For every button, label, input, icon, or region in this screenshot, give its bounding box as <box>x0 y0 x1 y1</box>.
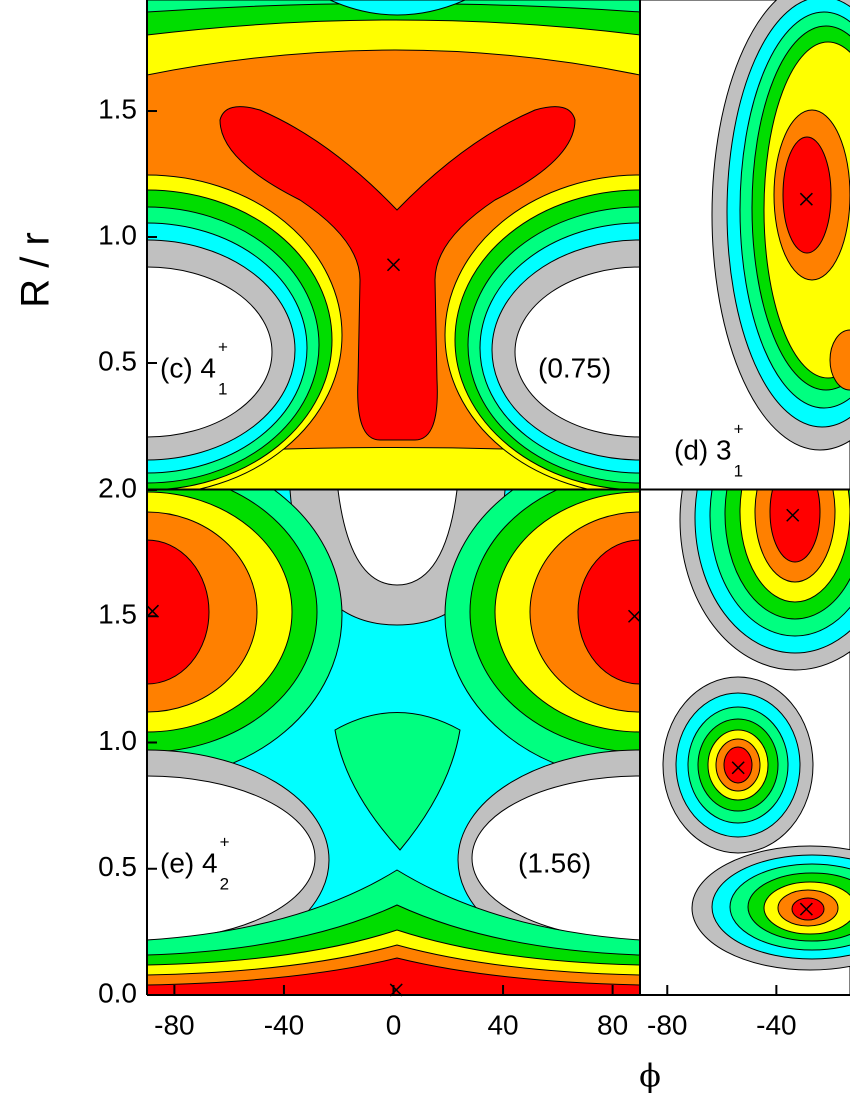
panel-label: (d) 3 <box>674 434 732 465</box>
x-tick-label: -40 <box>264 1009 304 1040</box>
y-tick-label: 0.5 <box>98 345 137 376</box>
energy-label: (1.56) <box>518 847 591 878</box>
y-tick-label: 1.0 <box>98 725 137 756</box>
y-tick-label: 1.5 <box>98 93 137 124</box>
y-tick-label: 1.5 <box>98 599 137 630</box>
panel-frames <box>146 0 850 996</box>
marker-stroke <box>799 192 813 206</box>
y-tick-label: 2.0 <box>98 472 137 503</box>
maximum-marker <box>627 609 642 623</box>
x-tick-label: 0 <box>386 1009 402 1040</box>
marker-stroke <box>145 604 160 618</box>
marker-stroke <box>731 761 745 775</box>
marker-stroke <box>389 983 403 997</box>
panel-label-sup: + <box>220 832 230 851</box>
maximum-marker <box>786 508 800 522</box>
x-tick-label: -80 <box>154 1009 194 1040</box>
marker-stroke <box>627 609 642 623</box>
contour-fill <box>640 0 850 489</box>
contour-fill <box>147 0 640 489</box>
maximum-marker <box>799 192 813 206</box>
contour-fill <box>147 490 640 995</box>
panel-label: (e) 4 <box>160 847 218 878</box>
y-tick-label: 0.5 <box>98 851 137 882</box>
x-tick-label: -80 <box>647 1009 687 1040</box>
y-axis-title: R / r <box>14 232 58 308</box>
x-tick-label: -40 <box>756 1009 796 1040</box>
marker-stroke <box>799 902 813 916</box>
contour-fill <box>640 490 850 995</box>
panel-label-sup: + <box>734 419 744 438</box>
marker-stroke <box>386 258 401 272</box>
panel-label-sup: + <box>218 337 228 356</box>
maximum-marker <box>731 761 745 775</box>
panel-label-sub: 1 <box>734 461 743 480</box>
maximum-marker <box>386 258 401 272</box>
maximum-marker <box>799 902 813 916</box>
panel-label-sub: 2 <box>220 874 229 893</box>
maximum-marker <box>389 983 403 997</box>
panel-label-sub: 1 <box>218 379 227 398</box>
marker-stroke <box>786 508 800 522</box>
energy-label: (0.75) <box>538 352 611 383</box>
y-tick-label: 0.0 <box>98 977 137 1008</box>
x-tick-label: 80 <box>597 1009 628 1040</box>
x-tick-label: 40 <box>487 1009 518 1040</box>
x-axis-title: ϕ <box>639 1057 661 1095</box>
panel-label: (c) 4 <box>160 352 216 383</box>
maximum-marker <box>145 604 160 618</box>
y-tick-label: 1.0 <box>98 219 137 250</box>
